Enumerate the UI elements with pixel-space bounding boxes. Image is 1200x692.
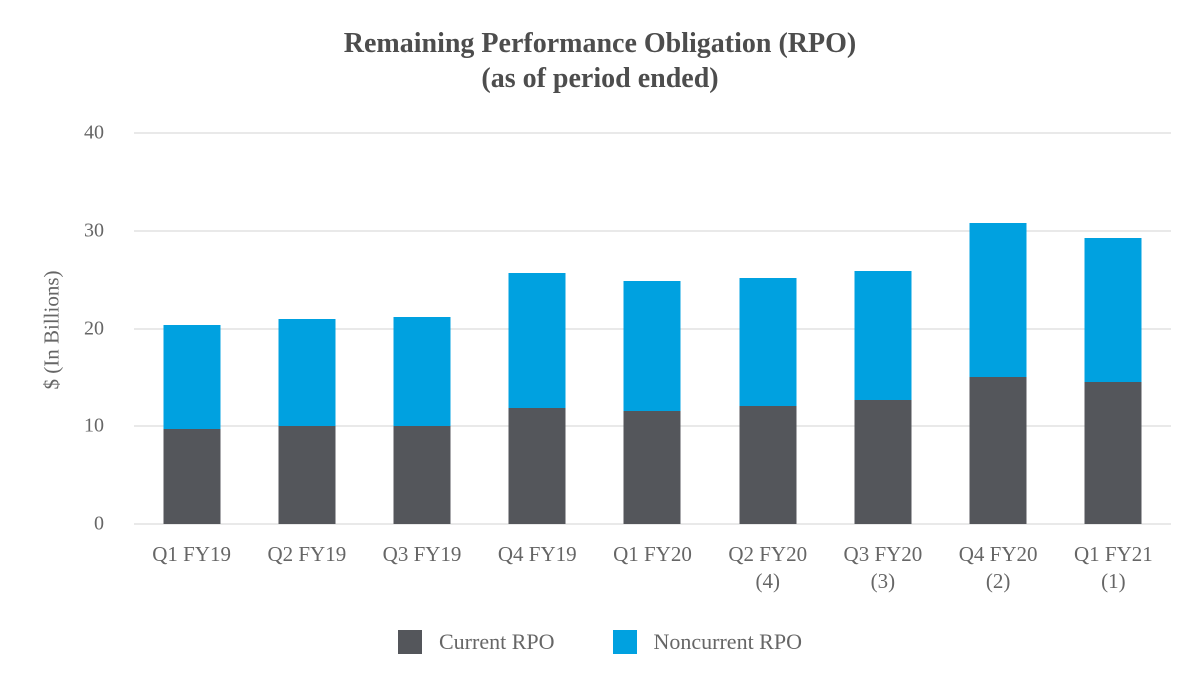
x-axis-tick-labels: Q1 FY19 Q2 FY19 Q3 FY19 Q4 FY19 Q1 FY20 Q2 FY…: [134, 541, 1171, 595]
bar-segment-noncurrent-rpo: [278, 318, 336, 427]
bar-q1-fy20: [595, 133, 710, 524]
gridline-40: [134, 132, 1171, 134]
x-tick-label-q2-fy19: Q2 FY19: [249, 541, 364, 595]
bar-segment-current-rpo: [854, 399, 912, 524]
x-tick-footnote: (1): [1101, 569, 1126, 593]
bar-segment-noncurrent-rpo: [1084, 237, 1142, 383]
chart-subtitle: (as of period ended): [481, 63, 719, 94]
bar-segment-current-rpo: [1084, 382, 1142, 524]
bar-segment-noncurrent-rpo: [969, 222, 1027, 378]
x-tick-text: Q1 FY20: [613, 542, 692, 566]
x-tick-label-q3-fy20: Q3 FY20 (3): [825, 541, 940, 595]
bar-q2-fy20: [710, 133, 825, 524]
x-tick-footnote: (3): [870, 569, 896, 593]
bar-q4-fy20: [941, 133, 1056, 524]
bar-q3-fy19: [364, 133, 479, 524]
bar-segment-current-rpo: [739, 405, 797, 524]
bar-segment-current-rpo: [278, 426, 336, 524]
legend: Current RPO Noncurrent RPO: [0, 629, 1200, 655]
x-tick-text: Q1 FY21: [1073, 542, 1153, 566]
plot-area: [134, 132, 1171, 525]
legend-swatch-current-rpo: [398, 630, 422, 654]
legend-label: Current RPO: [439, 629, 555, 654]
x-tick-label-q1-fy21: Q1 FY21 (1): [1056, 541, 1171, 595]
bar-segment-current-rpo: [969, 377, 1027, 524]
legend-item-noncurrent-rpo: Noncurrent RPO: [612, 629, 802, 655]
y-tick-label-20: 20: [84, 317, 104, 339]
legend-label: Noncurrent RPO: [653, 629, 802, 654]
bar-segment-noncurrent-rpo: [393, 316, 451, 427]
bar-segment-current-rpo: [163, 429, 221, 524]
bar-segment-current-rpo: [623, 410, 681, 524]
x-tick-label-q4-fy20: Q4 FY20 (2): [941, 541, 1056, 595]
x-tick-text: Q3 FY20: [843, 542, 923, 566]
chart-title-block: Remaining Performance Obligation (RPO) (…: [0, 26, 1200, 96]
legend-swatch-noncurrent-rpo: [612, 630, 637, 654]
bar-segment-current-rpo: [508, 407, 566, 524]
x-tick-text: Q4 FY19: [497, 542, 577, 566]
x-tick-label-q4-fy19: Q4 FY19: [480, 541, 595, 595]
bar-segment-noncurrent-rpo: [163, 324, 221, 430]
y-tick-label-0: 0: [94, 512, 104, 535]
bar-segment-noncurrent-rpo: [508, 272, 566, 408]
gridline-30: [134, 229, 1171, 232]
x-tick-label-q1-fy19: Q1 FY19: [134, 541, 249, 595]
bars-row: [134, 133, 1171, 524]
x-tick-text: Q3 FY19: [382, 542, 462, 566]
y-axis-tick-labels: 0 10 20 30 40: [0, 122, 104, 535]
bar-q4-fy19: [480, 133, 595, 524]
y-tick-label-10: 10: [84, 414, 104, 437]
y-tick-label-40: 40: [84, 121, 104, 144]
bar-segment-noncurrent-rpo: [739, 277, 797, 406]
bar-q1-fy21: [1056, 133, 1171, 524]
x-tick-text: Q1 FY19: [152, 542, 231, 566]
x-tick-label-q2-fy20: Q2 FY20 (4): [710, 541, 825, 595]
x-tick-label-q1-fy20: Q1 FY20: [595, 541, 710, 595]
x-tick-footnote: (2): [985, 569, 1011, 593]
y-tick-label-30: 30: [84, 219, 104, 242]
bar-segment-noncurrent-rpo: [623, 280, 681, 411]
bar-segment-current-rpo: [393, 426, 451, 524]
x-tick-text: Q4 FY20: [958, 542, 1038, 566]
chart-title: Remaining Performance Obligation (RPO): [343, 28, 857, 59]
bar-segment-noncurrent-rpo: [854, 270, 912, 400]
x-tick-footnote: (4): [755, 569, 780, 593]
bar-q1-fy19: [134, 133, 249, 524]
x-tick-text: Q2 FY20: [728, 542, 808, 566]
gridline-0: [134, 523, 1171, 525]
x-tick-text: Q2 FY19: [267, 542, 347, 566]
bar-q2-fy19: [249, 133, 364, 524]
bar-q3-fy20: [825, 133, 940, 524]
x-tick-label-q3-fy19: Q3 FY19: [364, 541, 479, 595]
legend-item-current-rpo: Current RPO: [398, 629, 555, 655]
